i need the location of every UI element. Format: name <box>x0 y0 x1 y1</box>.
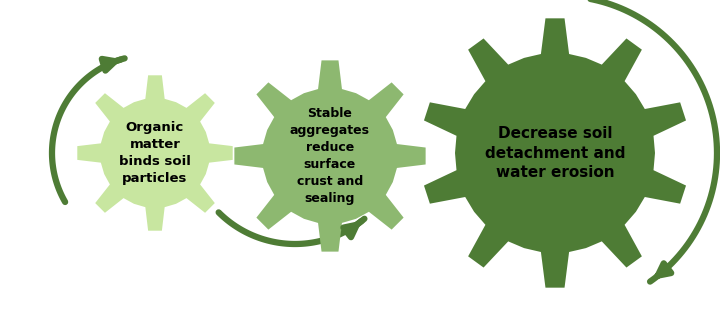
Text: Organic
matter
binds soil
particles: Organic matter binds soil particles <box>119 121 191 185</box>
Text: Stable
aggregates
reduce
surface
crust and
sealing: Stable aggregates reduce surface crust a… <box>290 107 370 205</box>
Text: Decrease soil
detachment and
water erosion: Decrease soil detachment and water erosi… <box>485 126 625 180</box>
Polygon shape <box>235 60 426 252</box>
Polygon shape <box>77 75 233 231</box>
Polygon shape <box>424 18 686 288</box>
